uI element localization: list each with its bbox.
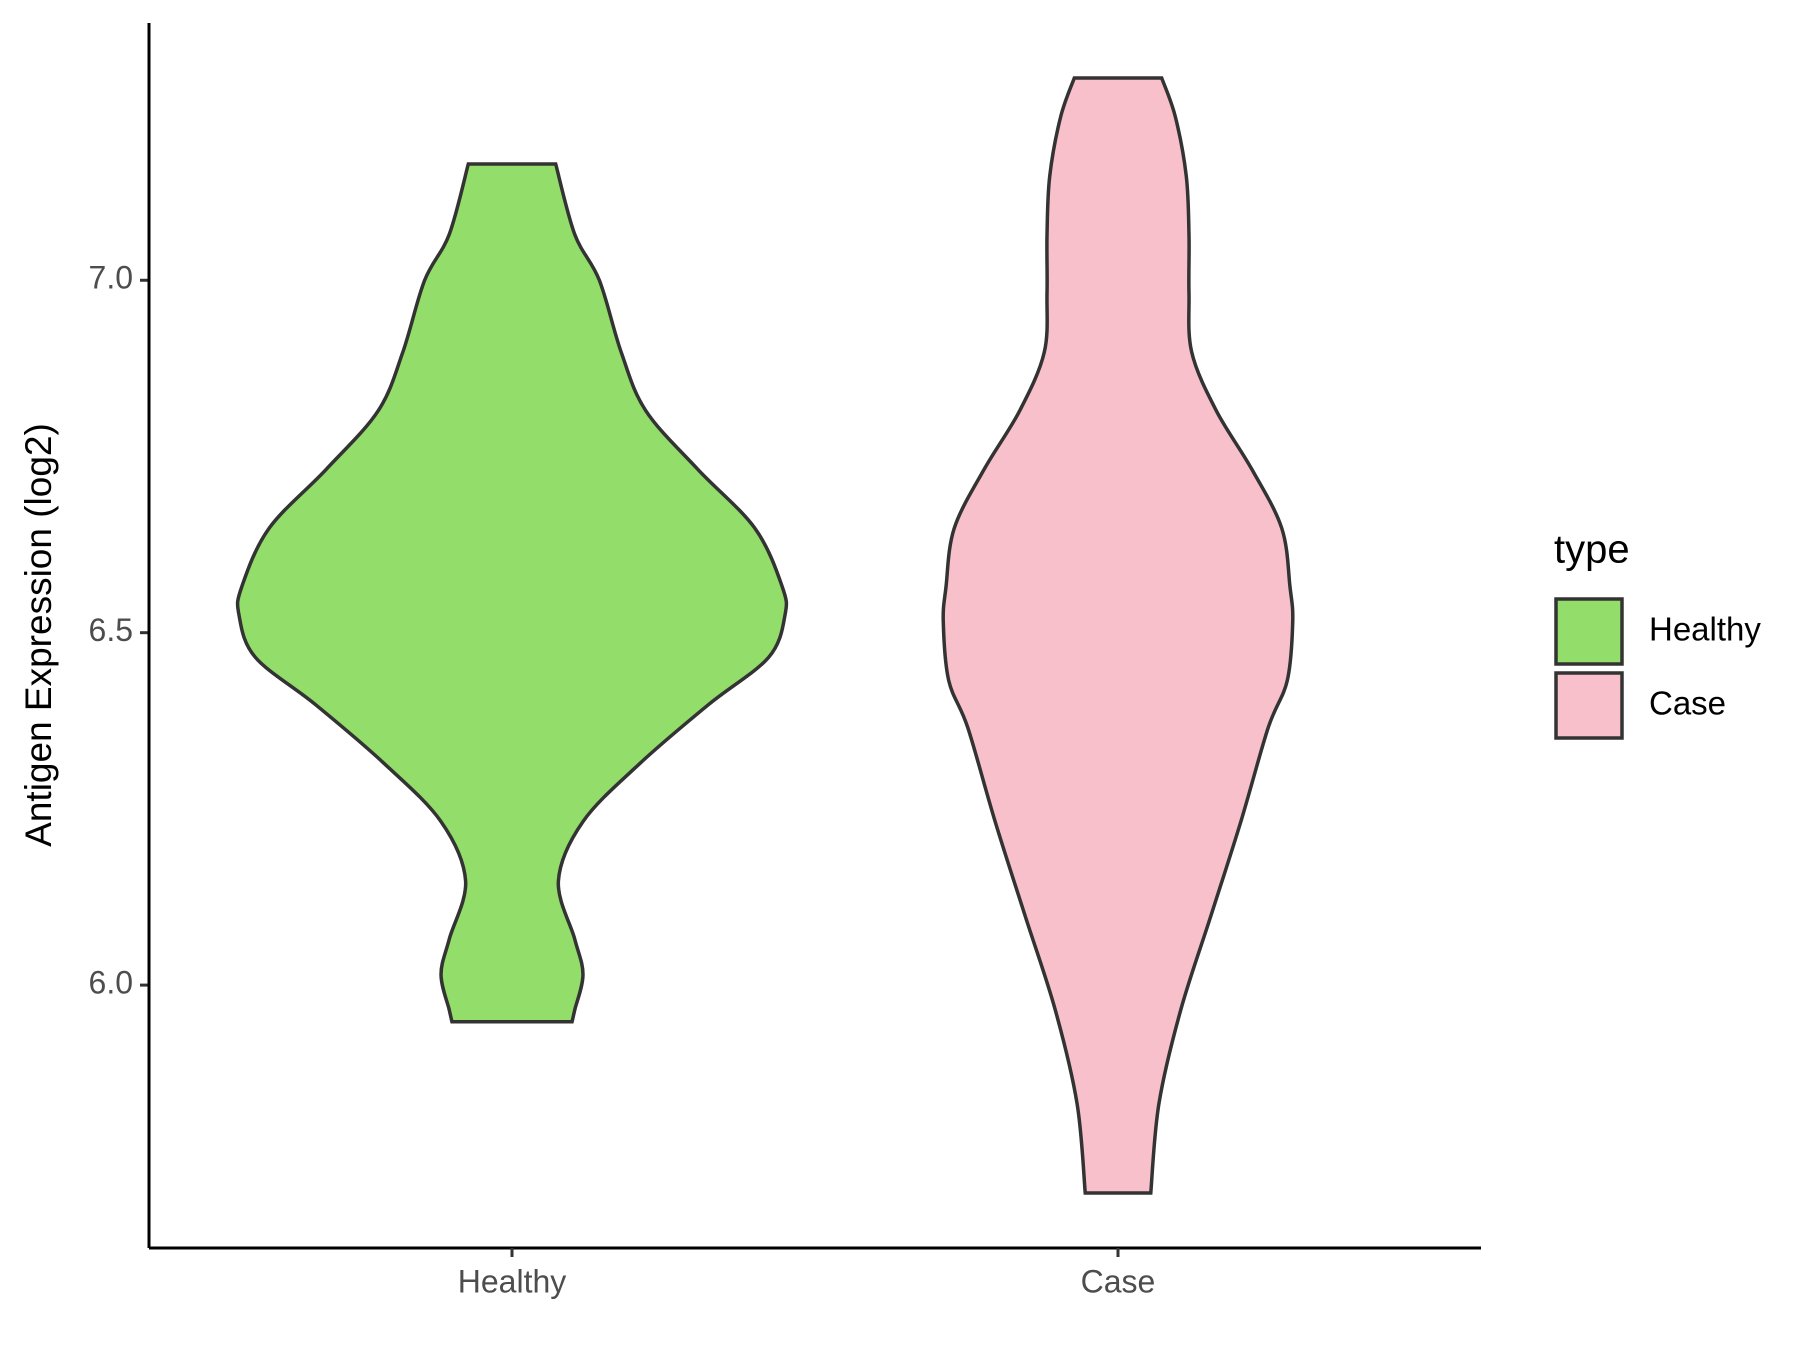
violin xyxy=(941,76,1295,1195)
legend-label: Case xyxy=(1649,685,1726,722)
legend-label: Healthy xyxy=(1649,611,1761,648)
legend-key xyxy=(1554,597,1624,666)
legend-key xyxy=(1554,671,1624,740)
y-tick-label: 6.5 xyxy=(89,612,133,648)
violin xyxy=(235,162,789,1024)
y-axis-title: Antigen Expression (log2) xyxy=(18,423,59,847)
legend-title: type xyxy=(1554,528,1630,572)
x-tick-label: Case xyxy=(1081,1263,1156,1299)
x-tick-label: Healthy xyxy=(458,1263,567,1299)
y-tick-label: 7.0 xyxy=(89,260,133,296)
y-tick-label: 6.0 xyxy=(89,965,133,1001)
